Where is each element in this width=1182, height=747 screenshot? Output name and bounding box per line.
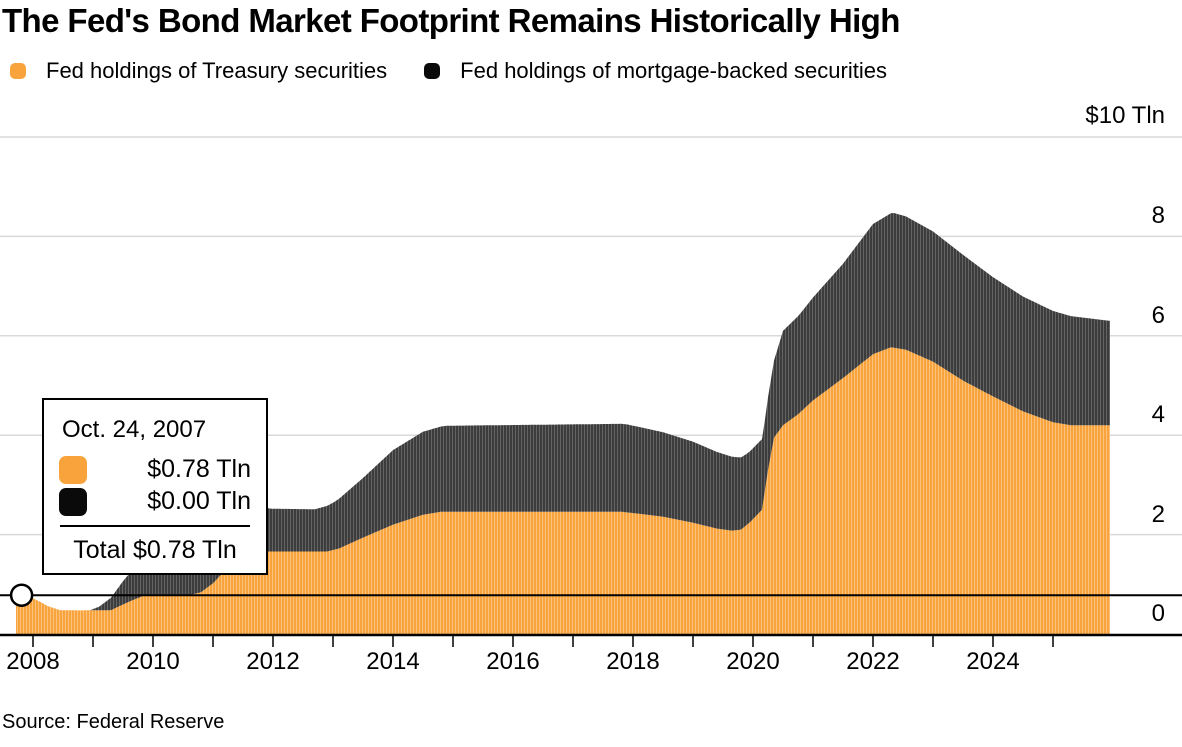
y-tick-2: 2 xyxy=(1151,501,1165,528)
legend-label-treasury: Fed holdings of Treasury securities xyxy=(46,58,388,83)
x-tick-2020: 2020 xyxy=(726,648,780,675)
tooltip-mbs-value: $0.00 Tln xyxy=(147,487,251,515)
source-attribution: Source: Federal Reserve xyxy=(2,711,225,733)
y-tick-4: 4 xyxy=(1151,401,1165,428)
tooltip-total: Total $0.78 Tln xyxy=(73,536,237,564)
tooltip-row-mbs: $0.00 Tln xyxy=(59,486,251,517)
x-tick-2012: 2012 xyxy=(246,648,300,675)
y-tick-6: 6 xyxy=(1151,302,1165,329)
tooltip-divider xyxy=(60,525,250,527)
tooltip-treasury-value: $0.78 Tln xyxy=(147,455,251,483)
x-tick-2008: 2008 xyxy=(6,648,60,675)
legend: Fed holdings of Treasury securities Fed … xyxy=(10,58,887,84)
tooltip-date: Oct. 24, 2007 xyxy=(62,416,207,443)
mbs-swatch-icon xyxy=(424,63,441,79)
x-tick-2022: 2022 xyxy=(846,648,900,675)
treasury-area[interactable] xyxy=(16,347,1110,634)
tooltip-row-treasury: $0.78 Tln xyxy=(59,454,251,485)
page-title: The Fed's Bond Market Footprint Remains … xyxy=(2,2,900,39)
mbs-area[interactable] xyxy=(16,213,1110,611)
x-tick-2014: 2014 xyxy=(366,648,420,675)
x-tick-2018: 2018 xyxy=(606,648,660,675)
legend-item-mbs: Fed holdings of mortgage-backed securiti… xyxy=(424,58,887,84)
tooltip-treasury-swatch-icon xyxy=(59,455,87,484)
treasury-swatch-icon xyxy=(10,63,26,79)
tooltip-mbs-swatch-icon xyxy=(59,487,87,516)
x-tick-2024: 2024 xyxy=(966,648,1020,675)
hover-tooltip: Oct. 24, 2007 $0.78 Tln $0.00 Tln Total … xyxy=(42,398,268,575)
hover-point-marker[interactable] xyxy=(9,583,34,607)
y-tick-8: 8 xyxy=(1151,202,1165,229)
x-tick-2010: 2010 xyxy=(126,648,180,675)
y-axis-unit-label: $10 Tln xyxy=(1085,102,1165,129)
legend-label-mbs: Fed holdings of mortgage-backed securiti… xyxy=(460,58,887,83)
legend-item-treasury: Fed holdings of Treasury securities xyxy=(10,58,387,84)
y-tick-0: 0 xyxy=(1151,600,1165,627)
x-tick-2016: 2016 xyxy=(486,648,540,675)
